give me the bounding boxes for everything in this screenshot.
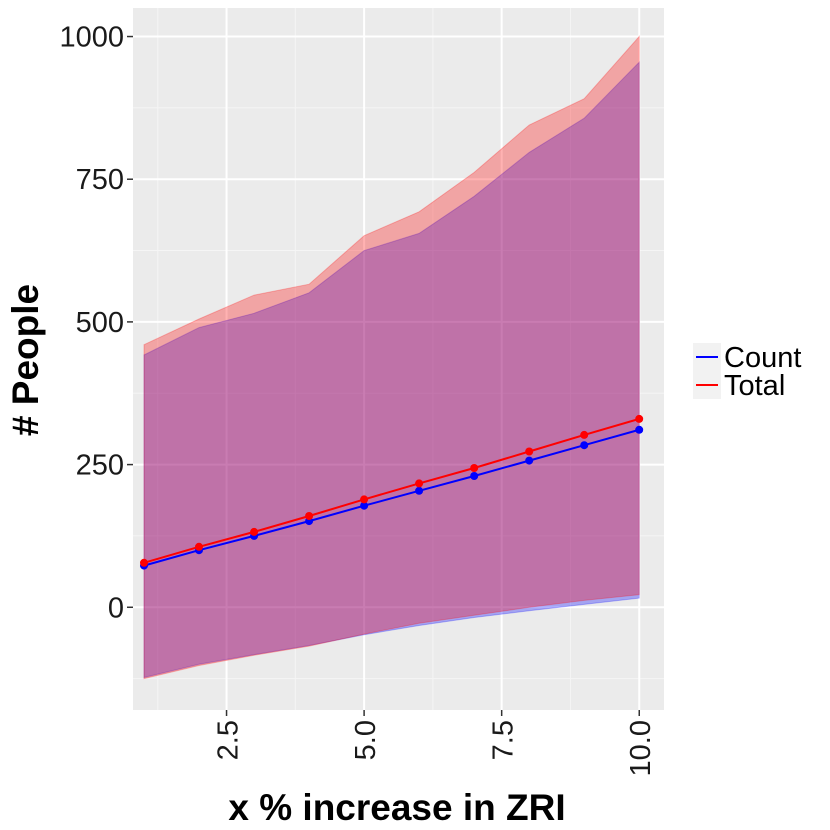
x-tick-label: 2.5 — [213, 720, 245, 760]
line-count — [143, 428, 640, 567]
point-total — [250, 527, 259, 536]
point-total — [415, 479, 424, 488]
point-total — [525, 447, 534, 456]
axis-ticks — [127, 35, 640, 716]
point-count — [360, 501, 369, 510]
y-tick-label: 750 — [76, 164, 124, 196]
point-total — [360, 495, 369, 504]
plot-panel — [133, 8, 664, 710]
point-count — [525, 456, 534, 465]
point-count — [470, 472, 479, 480]
point-total — [195, 542, 203, 551]
y-axis-title: # People — [5, 284, 46, 436]
minor-gridlines — [133, 8, 664, 710]
x-tick-label: 10.0 — [625, 720, 657, 776]
point-total — [470, 464, 479, 472]
point-total — [305, 512, 314, 520]
ribbon-count — [143, 60, 640, 679]
y-tick-labels: 0 250 500 750 1000 — [59, 22, 124, 625]
line-total — [143, 417, 640, 564]
x-tick-label: 5.0 — [350, 720, 382, 760]
x-axis-title: x % increase in ZRI — [228, 787, 565, 828]
y-tick-label: 250 — [76, 450, 124, 482]
legend-label-total: Total — [724, 370, 785, 402]
point-count — [580, 441, 589, 450]
confidence-ribbons — [143, 35, 640, 680]
x-tick-label: 7.5 — [488, 720, 520, 760]
point-total — [580, 430, 589, 439]
y-tick-label: 500 — [76, 307, 124, 339]
ribbon-total — [143, 35, 640, 680]
point-total — [635, 414, 644, 423]
series-lines — [143, 417, 640, 567]
point-count — [635, 425, 644, 434]
point-total — [140, 558, 148, 567]
y-tick-label: 1000 — [59, 22, 124, 54]
point-count — [415, 486, 424, 495]
major-gridlines — [133, 8, 664, 710]
x-tick-labels: 2.5 5.0 7.5 10.0 — [213, 720, 658, 776]
legend-label-count: Count — [724, 342, 801, 374]
y-tick-label: 0 — [108, 592, 124, 624]
series-points — [140, 414, 644, 570]
